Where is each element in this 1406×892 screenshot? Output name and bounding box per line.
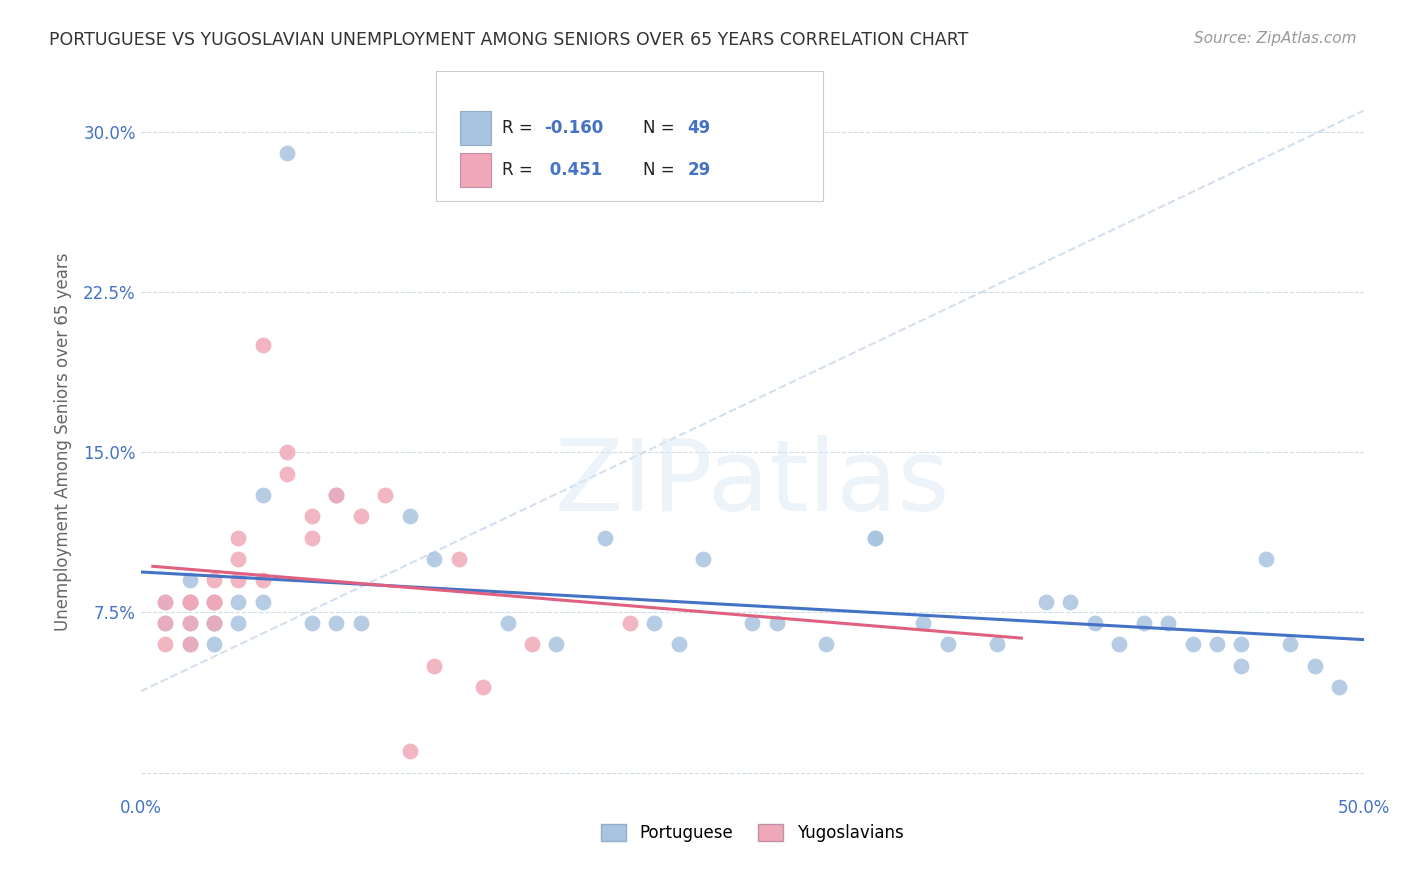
Text: N =: N = xyxy=(643,119,679,136)
Point xyxy=(1329,680,1351,694)
Point xyxy=(546,637,568,651)
Point xyxy=(741,615,763,630)
Point xyxy=(228,552,250,566)
Point xyxy=(153,615,176,630)
Point xyxy=(912,615,935,630)
Point xyxy=(350,615,373,630)
Point xyxy=(301,509,323,524)
Point xyxy=(202,595,225,609)
Point xyxy=(252,488,274,502)
Point xyxy=(202,595,225,609)
Point xyxy=(202,574,225,588)
Point xyxy=(1303,658,1326,673)
Text: N =: N = xyxy=(643,161,679,178)
Point xyxy=(228,615,250,630)
Point xyxy=(619,615,641,630)
Point xyxy=(301,615,323,630)
Point xyxy=(398,509,420,524)
Point xyxy=(1059,595,1081,609)
Point xyxy=(153,595,176,609)
Text: PORTUGUESE VS YUGOSLAVIAN UNEMPLOYMENT AMONG SENIORS OVER 65 YEARS CORRELATION C: PORTUGUESE VS YUGOSLAVIAN UNEMPLOYMENT A… xyxy=(49,31,969,49)
Point xyxy=(472,680,495,694)
Point xyxy=(276,146,298,161)
Point xyxy=(179,595,201,609)
Point xyxy=(692,552,714,566)
Text: R =: R = xyxy=(502,119,538,136)
Point xyxy=(202,615,225,630)
Point xyxy=(252,338,274,352)
Point xyxy=(179,595,201,609)
Point xyxy=(301,531,323,545)
Point xyxy=(863,531,886,545)
Point xyxy=(936,637,959,651)
Point xyxy=(325,488,347,502)
Point xyxy=(1279,637,1302,651)
Point xyxy=(863,531,886,545)
Point xyxy=(202,595,225,609)
Text: ZIPatlas: ZIPatlas xyxy=(554,435,950,533)
Point xyxy=(179,637,201,651)
Point xyxy=(228,595,250,609)
Point xyxy=(252,574,274,588)
Point xyxy=(1084,615,1107,630)
Point xyxy=(179,637,201,651)
Y-axis label: Unemployment Among Seniors over 65 years: Unemployment Among Seniors over 65 years xyxy=(53,252,72,631)
Point xyxy=(520,637,543,651)
Point xyxy=(1132,615,1154,630)
Point xyxy=(1230,637,1253,651)
Text: R =: R = xyxy=(502,161,538,178)
Point xyxy=(496,615,519,630)
Point xyxy=(179,595,201,609)
Point xyxy=(1230,658,1253,673)
Point xyxy=(276,445,298,459)
Point xyxy=(814,637,837,651)
Point xyxy=(1108,637,1130,651)
Point xyxy=(423,552,446,566)
Point xyxy=(447,552,470,566)
Point xyxy=(374,488,396,502)
Point xyxy=(986,637,1008,651)
Point xyxy=(276,467,298,481)
Point xyxy=(595,531,617,545)
Point xyxy=(153,637,176,651)
Point xyxy=(765,615,787,630)
Point xyxy=(202,615,225,630)
Legend: Portuguese, Yugoslavians: Portuguese, Yugoslavians xyxy=(595,817,910,849)
Text: 0.451: 0.451 xyxy=(544,161,602,178)
Point xyxy=(1181,637,1204,651)
Point xyxy=(252,595,274,609)
Point xyxy=(325,488,347,502)
Point xyxy=(325,615,347,630)
Point xyxy=(153,595,176,609)
Point xyxy=(1035,595,1057,609)
Point xyxy=(398,744,420,758)
Point xyxy=(1254,552,1277,566)
Text: -0.160: -0.160 xyxy=(544,119,603,136)
Point xyxy=(423,658,446,673)
Point xyxy=(350,509,373,524)
Point xyxy=(202,615,225,630)
Text: 49: 49 xyxy=(688,119,711,136)
Point xyxy=(1157,615,1180,630)
Point xyxy=(228,574,250,588)
Point xyxy=(202,637,225,651)
Point xyxy=(668,637,690,651)
Point xyxy=(1206,637,1229,651)
Point xyxy=(179,615,201,630)
Point xyxy=(153,615,176,630)
Text: 29: 29 xyxy=(688,161,711,178)
Point xyxy=(643,615,665,630)
Point xyxy=(179,615,201,630)
Text: Source: ZipAtlas.com: Source: ZipAtlas.com xyxy=(1194,31,1357,46)
Point xyxy=(228,531,250,545)
Point xyxy=(179,574,201,588)
